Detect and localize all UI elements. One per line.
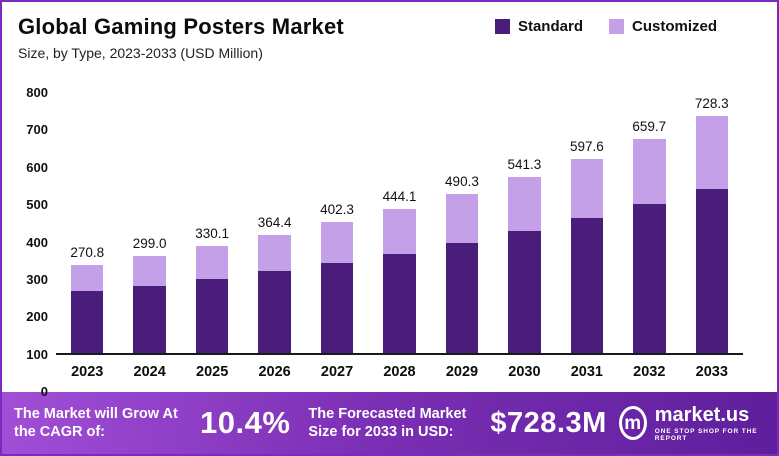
bar-group: 402.3 — [306, 93, 368, 353]
bar-segment-standard — [570, 218, 604, 353]
bar-group: 330.1 — [181, 93, 243, 353]
y-tick-label: 400 — [26, 234, 48, 250]
cagr-label: The Market will Grow At the CAGR of: — [14, 405, 178, 440]
chart-body: 800 700 600 500 400 300 200 100 0 270.8 299.0 330.… — [2, 65, 777, 399]
y-tick-label: 300 — [26, 271, 48, 287]
brand-block: m market.us ONE STOP SHOP FOR THE REPORT — [618, 405, 763, 442]
x-tick-label: 2029 — [445, 364, 479, 380]
y-tick-label: 700 — [26, 122, 48, 138]
brand-name: market.us — [654, 403, 750, 426]
x-tick-label: 2031 — [570, 364, 603, 380]
legend-label: Standard — [517, 18, 583, 35]
bar-total-label: 728.3 — [694, 96, 729, 112]
y-tick-label: 500 — [26, 197, 48, 213]
y-axis: 800 700 600 500 400 300 200 100 0 — [12, 79, 56, 399]
bar-segment-standard — [633, 204, 666, 353]
plot-wrap: 270.8 299.0 330.1 364.4 402.3 444.1 490.3 541.3… — [56, 79, 743, 392]
bar-segment-standard — [508, 231, 541, 353]
bar-segment-customized — [70, 265, 104, 292]
page-title: Global Gaming Posters Market — [18, 14, 344, 39]
forecast-label: The Forecasted Market Size for 2033 in U… — [308, 405, 467, 440]
bar-group: 299.0 — [118, 93, 180, 353]
bar-group: 541.3 — [493, 93, 555, 353]
y-tick-label: 0 — [40, 384, 48, 399]
x-tick-label: 2023 — [71, 364, 104, 380]
bar-segment-customized — [258, 234, 291, 272]
y-axis-ticks: 800 700 600 500 400 300 200 100 0 — [26, 85, 48, 400]
footer-banner: The Market will Grow At the CAGR of: 10.… — [2, 392, 777, 454]
x-tick-label: 2028 — [383, 364, 416, 380]
bar-total-label: 490.3 — [445, 173, 479, 189]
standard-swatch-icon — [494, 19, 510, 34]
chart-header: Global Gaming Posters Market Size, by Ty… — [2, 2, 777, 65]
bar-total-label: 364.4 — [257, 214, 292, 230]
bar-group: 444.1 — [368, 93, 430, 353]
bar-segment-standard — [133, 285, 166, 353]
legend: Standard Customized — [494, 18, 717, 35]
title-block: Global Gaming Posters Market Size, by Ty… — [18, 14, 344, 61]
x-tick-label: 2025 — [196, 364, 229, 380]
bar-segment-customized — [383, 208, 416, 254]
forecast-value: $728.3M — [490, 406, 607, 439]
bar-total-label: 597.6 — [569, 138, 604, 154]
bar-segment-customized — [195, 245, 229, 279]
bar-total-label: 541.3 — [507, 157, 542, 173]
bar-group: 270.8 — [56, 93, 118, 353]
bar-group: 659.7 — [618, 93, 680, 353]
bar-total-label: 444.1 — [382, 188, 417, 204]
bar-segment-standard — [320, 262, 354, 353]
market-us-logo-icon: m — [618, 406, 647, 440]
bar-segment-standard — [195, 278, 229, 353]
x-tick-label: 2032 — [633, 364, 666, 380]
bar-total-label: 402.3 — [320, 202, 354, 218]
y-tick-label: 100 — [26, 346, 48, 362]
bar-segment-customized — [320, 222, 354, 263]
x-tick-label: 2030 — [508, 364, 541, 380]
bar-segment-standard — [258, 271, 291, 353]
x-tick-label: 2033 — [695, 364, 728, 380]
bar-segment-standard — [70, 291, 104, 353]
bar-segment-customized — [508, 177, 541, 232]
bar-segment-standard — [445, 242, 479, 353]
bar-segment-customized — [445, 193, 479, 243]
x-tick-label: 2027 — [320, 364, 354, 380]
bar-segment-customized — [695, 116, 728, 189]
brand-text: market.us ONE STOP SHOP FOR THE REPORT — [655, 405, 763, 442]
bar-group: 728.3 — [681, 93, 743, 353]
cagr-value: 10.4% — [200, 405, 291, 440]
bar-total-label: 330.1 — [195, 225, 230, 241]
bar-segment-customized — [570, 158, 604, 219]
legend-label: Customized — [631, 18, 717, 35]
bar-segment-customized — [633, 138, 666, 205]
bar-segment-standard — [383, 253, 416, 353]
bar-group: 364.4 — [243, 93, 305, 353]
y-tick-label: 800 — [26, 85, 48, 100]
legend-item-standard: Standard — [494, 18, 583, 35]
bar-total-label: 659.7 — [632, 118, 667, 134]
bar-group: 490.3 — [431, 93, 493, 353]
customized-swatch-icon — [608, 19, 624, 34]
x-tick-label: 2026 — [258, 364, 291, 380]
x-tick-label: 2024 — [133, 364, 166, 380]
page-subtitle: Size, by Type, 2023-2033 (USD Million) — [18, 45, 263, 61]
bar-segment-customized — [133, 255, 166, 286]
bar-total-label: 270.8 — [70, 245, 105, 260]
y-tick-label: 200 — [26, 309, 48, 325]
bar-segment-standard — [695, 188, 728, 353]
bar-total-label: 299.0 — [132, 235, 167, 251]
brand-tagline: ONE STOP SHOP FOR THE REPORT — [654, 427, 758, 442]
plot-area: 270.8 299.0 330.1 364.4 402.3 444.1 490.3 541.3… — [56, 93, 743, 355]
bar-group: 597.6 — [556, 93, 618, 353]
legend-item-customized: Customized — [608, 18, 717, 35]
y-tick-label: 600 — [26, 159, 48, 175]
x-axis-labels: 2023 2024 2025 2026 2027 2028 2029 2030 2031 2032… — [56, 355, 743, 389]
